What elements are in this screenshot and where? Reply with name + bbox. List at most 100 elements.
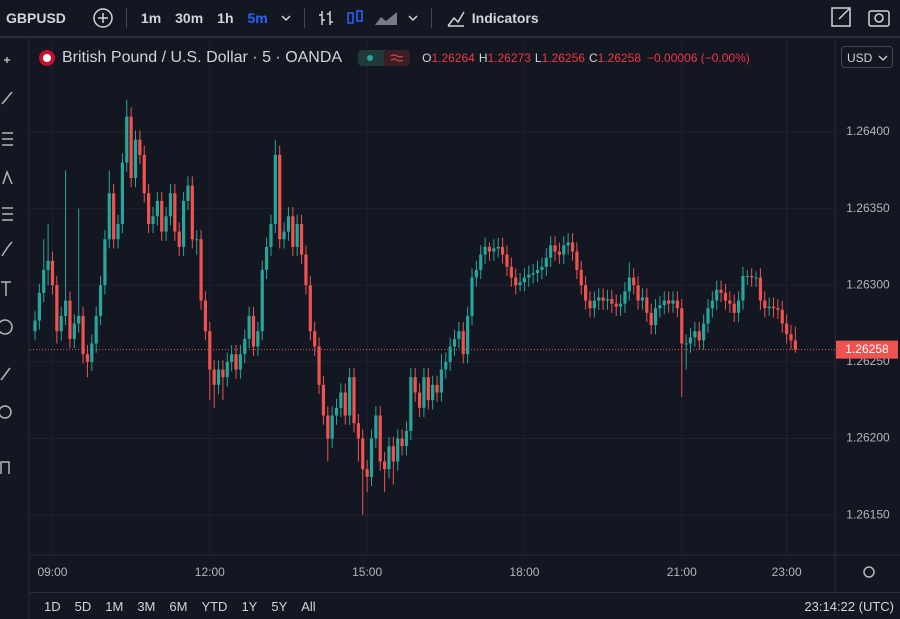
currency-select[interactable]: USD: [841, 46, 893, 68]
candle-body: [164, 216, 168, 232]
range-button[interactable]: 6M: [169, 599, 188, 614]
zoom-tool[interactable]: [0, 405, 12, 419]
candle-body: [496, 246, 500, 249]
candle-body: [570, 242, 575, 252]
range-button[interactable]: All: [301, 599, 316, 614]
crosshair-tool[interactable]: [4, 57, 10, 63]
candle-body: [59, 315, 63, 332]
legend: British Pound / U.S. Dollar · 5 · OANDA …: [38, 47, 750, 69]
candles-style[interactable]: [345, 8, 365, 28]
candle-body: [85, 354, 90, 362]
axes: 1.261501.262001.262501.263001.263501.264…: [37, 124, 898, 579]
candle-body: [736, 300, 741, 313]
candle-body: [474, 269, 478, 278]
fib-tool[interactable]: [2, 132, 13, 146]
candle-body: [466, 315, 470, 355]
candle-body: [719, 289, 723, 293]
range-button[interactable]: YTD: [201, 599, 228, 614]
candle-body: [623, 291, 627, 304]
range-button[interactable]: 5D: [74, 599, 92, 614]
brush-tool[interactable]: [1, 241, 13, 257]
candle-body: [247, 315, 251, 339]
indicators-icon[interactable]: [446, 8, 466, 28]
candle-body: [160, 200, 164, 232]
candle-body: [728, 300, 732, 304]
candle-body: [763, 300, 767, 309]
compare-button[interactable]: [92, 7, 114, 29]
candle-body: [649, 312, 653, 326]
candle-body: [374, 415, 378, 439]
candle-body: [771, 306, 776, 309]
interval-5m[interactable]: 5m: [247, 10, 268, 26]
style-dropdown[interactable]: [407, 12, 419, 24]
candle-body: [500, 246, 505, 255]
indicators-button[interactable]: Indicators: [471, 10, 539, 26]
candle-body: [334, 407, 339, 416]
area-style[interactable]: [373, 8, 399, 28]
interval-30m[interactable]: 30m: [175, 10, 204, 26]
candle-body: [208, 331, 212, 370]
high-value: 1.26273: [487, 51, 531, 65]
bars-style[interactable]: [317, 8, 337, 28]
candle-body: [662, 300, 666, 306]
candle-body: [780, 309, 784, 324]
magnet-tool[interactable]: [0, 461, 10, 474]
candle-body: [610, 299, 614, 304]
candle-body: [330, 415, 334, 439]
candle-body: [540, 266, 544, 270]
text-tool[interactable]: [1, 281, 11, 296]
candle-body: [566, 242, 570, 246]
range-button[interactable]: 1Y: [241, 599, 258, 614]
candle-body: [531, 272, 535, 275]
interval-1m[interactable]: 1m: [140, 10, 162, 26]
candle-body: [273, 154, 277, 224]
candle-body: [50, 260, 55, 286]
candle-body: [562, 245, 566, 255]
candle-body: [155, 200, 159, 217]
x-tick-label: 09:00: [37, 565, 67, 579]
candle-body: [553, 245, 557, 252]
grid: [30, 40, 835, 555]
candle-body: [444, 361, 448, 370]
candle-body: [514, 277, 518, 286]
pattern-tool[interactable]: [2, 169, 13, 185]
interval-1h[interactable]: 1h: [217, 10, 234, 26]
ruler-tool[interactable]: [0, 367, 11, 381]
candle-body: [653, 308, 658, 326]
snapshot-button[interactable]: [867, 6, 891, 28]
candle-body: [238, 354, 242, 370]
settings-icon[interactable]: [863, 566, 875, 578]
candle-body: [413, 377, 417, 393]
candle-body: [391, 446, 395, 462]
candle-body: [326, 415, 330, 439]
open-value: 1.26264: [431, 51, 475, 65]
trendline-tool[interactable]: [1, 91, 13, 105]
symbol[interactable]: GBPUSD: [6, 10, 66, 26]
range-button[interactable]: 5Y: [271, 599, 288, 614]
market-status[interactable]: [358, 49, 411, 67]
candle-body: [339, 392, 343, 408]
candle-body: [308, 285, 312, 332]
candle-body: [81, 315, 85, 355]
candle-body: [269, 223, 273, 247]
range-button[interactable]: 1D: [44, 599, 61, 614]
candle-body: [212, 369, 216, 385]
candle-body: [592, 300, 596, 309]
candle-body: [426, 377, 430, 401]
y-tick-label: 1.26150: [846, 507, 890, 521]
range-button[interactable]: 3M: [137, 599, 156, 614]
fullscreen-button[interactable]: [830, 6, 852, 28]
drawing-tools: [0, 57, 13, 474]
emoji-tool[interactable]: [0, 319, 13, 335]
range-button[interactable]: 1M: [105, 599, 124, 614]
interval-dropdown[interactable]: [280, 12, 292, 24]
candle-body: [435, 384, 439, 393]
projection-tool[interactable]: [2, 207, 13, 221]
bottom-toolbar: 1D 5D 1M 3M 6M YTD 1Y 5Y All 23:14:22 (UTC): [30, 592, 900, 619]
candle-body: [483, 246, 487, 255]
candle-body: [90, 343, 94, 362]
candle-body: [479, 254, 483, 270]
candle-body: [627, 277, 631, 292]
candle-body: [68, 300, 72, 339]
